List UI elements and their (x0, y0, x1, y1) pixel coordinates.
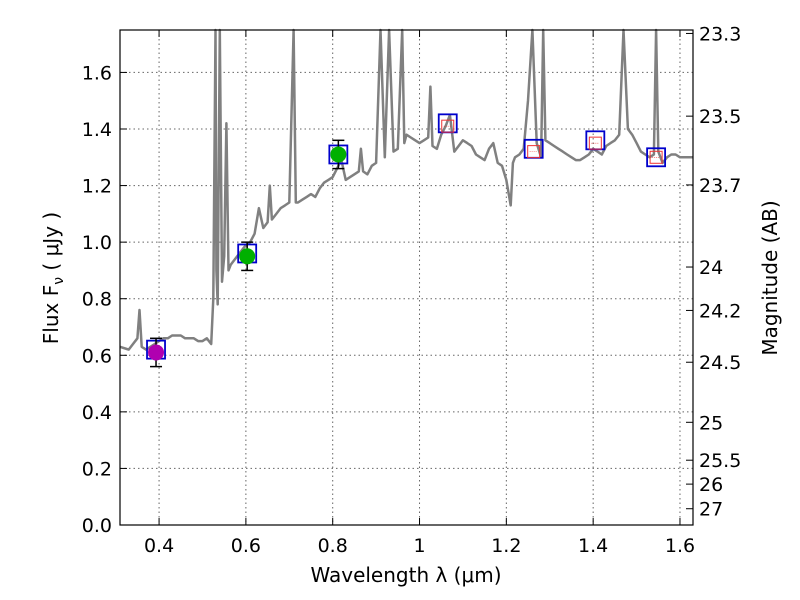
y-axis-title-subscript: ν (51, 277, 67, 285)
x-tick-label: 1.6 (665, 535, 695, 557)
ir-photometry-point (527, 145, 541, 159)
right-axis-title: Magnitude (AB) (758, 200, 782, 355)
axis-ticks: 0.4 0.6 0.8 1 1.2 1.4 1.6 0.0 0.2 0.4 0.6 0.8 1.0 1.2… (82, 23, 742, 557)
ir-photometry-point (588, 136, 602, 150)
right-tick-label: 23.3 (699, 23, 741, 45)
x-tick-label: 1 (413, 535, 425, 557)
spectrum-series (119, 28, 693, 351)
right-tick-label: 26 (699, 474, 723, 496)
x-tick-label: 1.2 (491, 535, 521, 557)
y-axis-title-units: ( μJy ) (39, 212, 63, 277)
y-tick-label: 0.2 (82, 458, 112, 480)
model-photometry-box (646, 147, 667, 168)
plot-frame (119, 29, 694, 526)
y-tick-label: 0.0 (82, 515, 112, 537)
y-tick-label: 0.4 (82, 402, 112, 424)
right-tick-label: 23.5 (699, 106, 741, 128)
y-axis-title: Flux Fν ( μJy ) (39, 212, 67, 344)
y-tick-label: 1.2 (82, 176, 112, 198)
x-tick-label: 1.4 (578, 535, 608, 557)
x-axis-title: Wavelength λ (μm) (310, 563, 501, 587)
y-tick-label: 1.4 (82, 119, 112, 141)
right-tick-label: 24 (699, 257, 723, 279)
ir-photometry-point (649, 150, 663, 164)
x-tick-label: 0.6 (231, 535, 261, 557)
y-tick-label: 1.6 (82, 62, 112, 84)
uv-photometry-point (148, 344, 165, 361)
spectrum-line (119, 28, 693, 351)
y-axis-title-main: Flux F (39, 285, 63, 344)
optical-photometry-point (239, 248, 256, 265)
x-tick-label: 0.4 (144, 535, 174, 557)
y-tick-label: 0.6 (82, 345, 112, 367)
right-tick-label: 25 (699, 412, 723, 434)
ir-photometry-point (441, 119, 455, 133)
right-tick-label: 24.5 (699, 352, 741, 374)
photometry-points (146, 113, 667, 368)
x-tick-label: 0.8 (318, 535, 348, 557)
y-tick-label: 0.8 (82, 289, 112, 311)
right-tick-label: 24.2 (699, 300, 741, 322)
right-tick-label: 23.7 (699, 175, 741, 197)
y-tick-label: 1.0 (82, 232, 112, 254)
right-tick-label: 27 (699, 499, 723, 521)
right-tick-label: 25.5 (699, 450, 741, 472)
optical-photometry-point (330, 146, 347, 163)
plot-background (120, 30, 693, 525)
